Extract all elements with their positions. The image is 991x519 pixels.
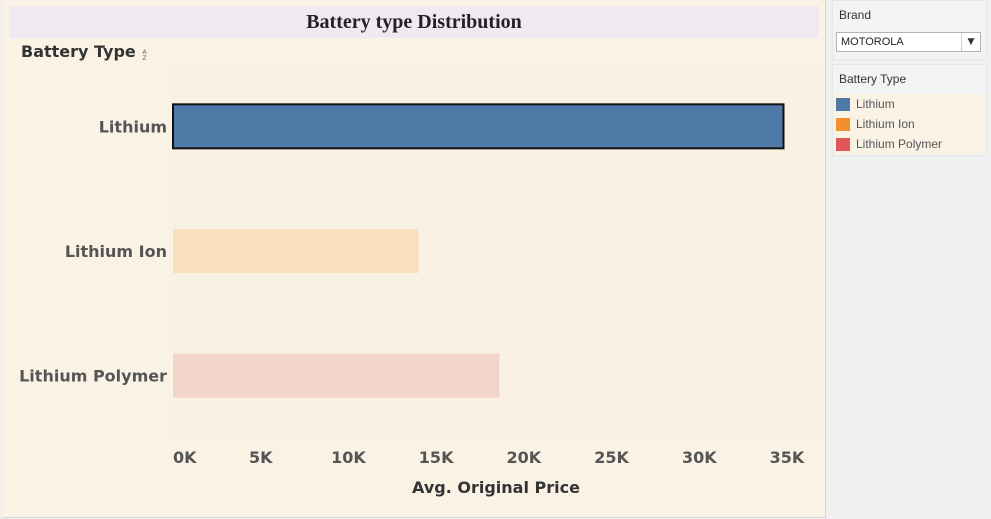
brand-filter-title: Brand bbox=[839, 8, 872, 22]
legend-swatch bbox=[836, 137, 850, 151]
color-legend: Battery Type Lithium Lithium Ion Lithium… bbox=[832, 64, 987, 156]
legend-swatch bbox=[836, 97, 850, 111]
legend-item[interactable]: Lithium Polymer bbox=[836, 135, 942, 153]
x-tick-label: 35K bbox=[770, 448, 805, 467]
legend-title: Battery Type bbox=[839, 72, 907, 86]
legend-swatch bbox=[836, 117, 850, 131]
legend-label: Lithium Ion bbox=[856, 117, 915, 131]
bar-chart: Lithium Lithium Ion Lithium Polymer 0K 5K 10K… bbox=[19, 66, 817, 467]
legend-item[interactable]: Lithium bbox=[836, 95, 895, 113]
x-tick-label: 15K bbox=[419, 448, 454, 467]
category-label: Lithium Ion bbox=[65, 242, 167, 261]
legend-item[interactable]: Lithium Ion bbox=[836, 115, 915, 133]
chart-panel: Battery type Distribution Battery Type A… bbox=[2, 0, 826, 518]
x-tick-label: 10K bbox=[331, 448, 366, 467]
x-tick-label: 30K bbox=[682, 448, 717, 467]
brand-filter: Brand MOTOROLA ▼ bbox=[832, 0, 987, 60]
x-axis-title: Avg. Original Price bbox=[412, 478, 580, 497]
x-tick-label: 0K bbox=[173, 448, 197, 467]
x-tick-label: 5K bbox=[249, 448, 273, 467]
chart-title-bar: Battery type Distribution bbox=[9, 6, 819, 38]
brand-dropdown[interactable]: MOTOROLA ▼ bbox=[836, 32, 981, 52]
legend-items: Lithium Lithium Ion Lithium Polymer bbox=[833, 94, 986, 154]
bar-lithium-ion[interactable] bbox=[173, 229, 419, 273]
chart-title: Battery type Distribution bbox=[306, 10, 522, 33]
brand-dropdown-value: MOTOROLA bbox=[841, 36, 904, 48]
chevron-down-icon[interactable]: ▼ bbox=[961, 33, 980, 51]
x-tick-label: 25K bbox=[594, 448, 629, 467]
right-panel: Brand MOTOROLA ▼ Battery Type Lithium Li… bbox=[828, 0, 991, 519]
bar-lithium[interactable] bbox=[172, 103, 785, 150]
row-header: Battery Type bbox=[21, 42, 136, 61]
legend-label: Lithium Polymer bbox=[856, 137, 943, 151]
category-label: Lithium Polymer bbox=[19, 367, 167, 386]
x-tick-label: 20K bbox=[507, 448, 542, 467]
legend-label: Lithium bbox=[856, 97, 895, 111]
category-label: Lithium bbox=[99, 117, 167, 136]
bar-lithium-polymer[interactable] bbox=[173, 353, 500, 398]
